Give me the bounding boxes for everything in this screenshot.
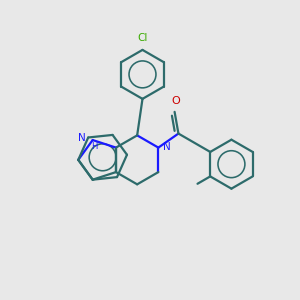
- Text: O: O: [172, 97, 181, 106]
- Text: N: N: [163, 142, 171, 152]
- Text: H: H: [91, 142, 98, 151]
- Text: N: N: [78, 133, 86, 143]
- Text: Cl: Cl: [137, 33, 148, 43]
